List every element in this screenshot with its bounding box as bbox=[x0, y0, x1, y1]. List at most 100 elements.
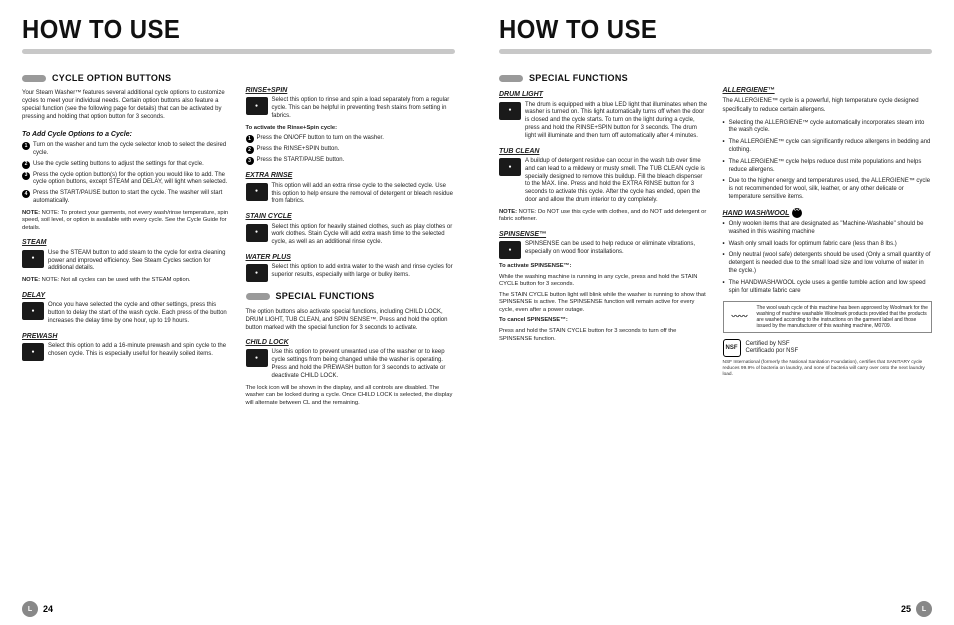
hand-b2: Wash only small loads for optimum fabric… bbox=[723, 241, 933, 249]
wool-icon bbox=[792, 208, 802, 218]
woolmark-cert: 〰〰 The wool wash cycle of this machine h… bbox=[723, 301, 933, 333]
spin-row: SPINSENSE can be used to help reduce or … bbox=[499, 241, 709, 259]
left-col2: RINSE+SPIN Select this option to rinse a… bbox=[246, 64, 456, 410]
allerg-b1: Selecting the ALLERGIENE™ cycle automati… bbox=[723, 120, 933, 136]
step-3: 3Press the cycle option button(s) for th… bbox=[22, 172, 232, 188]
step-1: 1Turn on the washer and turn the cycle s… bbox=[22, 142, 232, 158]
nsf-text: Certified by NSF Certificado por NSF bbox=[746, 341, 799, 355]
child-text2: The lock icon will be shown in the displ… bbox=[246, 385, 456, 408]
child-button-icon bbox=[246, 349, 268, 367]
rinse-text: Select this option to rinse and spin a l… bbox=[272, 97, 456, 120]
feature-rinse: RINSE+SPIN bbox=[246, 86, 456, 95]
drum-button-icon bbox=[499, 102, 521, 120]
step-4: 4Press the START/PAUSE button to start t… bbox=[22, 190, 232, 206]
spin-cancel: To cancel SPINSENSE™: bbox=[499, 317, 709, 325]
water-text: Select this option to add extra water to… bbox=[272, 264, 456, 280]
tub-row: A buildup of detergent residue can occur… bbox=[499, 158, 709, 205]
hand-b1: Only woolen items that are designated as… bbox=[723, 221, 933, 237]
rinse-button-icon bbox=[246, 97, 268, 115]
child-text: Use this option to prevent unwanted use … bbox=[272, 349, 456, 380]
extra-button-icon bbox=[246, 183, 268, 201]
spin-activate: To activate SPINSENSE™: bbox=[499, 263, 709, 271]
section-title-special-r: SPECIAL FUNCTIONS bbox=[529, 72, 628, 84]
note-protect: NOTE: NOTE: To protect your garments, no… bbox=[22, 210, 232, 233]
extra-text: This option will add an extra rinse cycl… bbox=[272, 183, 456, 206]
feature-delay: DELAY bbox=[22, 291, 232, 300]
page-footer-right: L 25 bbox=[901, 601, 932, 617]
prewash-button-icon bbox=[22, 343, 44, 361]
section-pill-icon bbox=[499, 75, 523, 82]
rinse-step-1: 1Press the ON/OFF button to turn on the … bbox=[246, 135, 456, 143]
stain-button-icon bbox=[246, 224, 268, 242]
rinse-row: Select this option to rinse and spin a l… bbox=[246, 97, 456, 120]
feature-stain: STAIN CYCLE bbox=[246, 212, 456, 221]
title-underline bbox=[22, 49, 455, 54]
section-header-cycle: CYCLE OPTION BUTTONS bbox=[22, 72, 232, 84]
allerg-b4: Due to the higher energy and temperature… bbox=[723, 178, 933, 201]
hand-b3: Only neutral (wool safe) detergents shou… bbox=[723, 252, 933, 275]
stain-row: Select this option for heavily stained c… bbox=[246, 224, 456, 247]
delay-button-icon bbox=[22, 302, 44, 320]
section-pill-icon bbox=[22, 75, 46, 82]
feature-prewash: PREWASH bbox=[22, 332, 232, 341]
rinse-step-3: 3Press the START/PAUSE button. bbox=[246, 157, 456, 165]
section-title: CYCLE OPTION BUTTONS bbox=[52, 72, 171, 84]
special-intro-l: The option buttons also activate special… bbox=[246, 308, 456, 332]
tub-text: A buildup of detergent residue can occur… bbox=[525, 158, 709, 205]
woolmark-text: The wool wash cycle of this machine has … bbox=[757, 305, 929, 329]
drum-text: The drum is equipped with a blue LED lig… bbox=[525, 102, 709, 141]
allerg-b3: The ALLERGIENE™ cycle helps reduce dust … bbox=[723, 159, 933, 175]
subhead-add-options: To Add Cycle Options to a Cycle: bbox=[22, 130, 232, 139]
allerg-b2: The ALLERGIENE™ cycle can significantly … bbox=[723, 139, 933, 155]
title-underline bbox=[499, 49, 932, 54]
manual-page-right: HOW TO USE SPECIAL FUNCTIONS DRUM LIGHT … bbox=[477, 0, 954, 625]
feature-tub: TUB CLEAN bbox=[499, 147, 709, 156]
feature-drum: DRUM LIGHT bbox=[499, 90, 709, 99]
spin-button-icon bbox=[499, 241, 521, 259]
feature-extra-rinse: EXTRA RINSE bbox=[246, 171, 456, 180]
feature-allergiene: ALLERGIENE™ bbox=[723, 86, 933, 95]
spin-text: SPINSENSE can be used to help reduce or … bbox=[525, 241, 709, 257]
section-header-special-r: SPECIAL FUNCTIONS bbox=[499, 72, 709, 84]
steam-note: NOTE: NOTE: Not all cycles can be used w… bbox=[22, 277, 232, 285]
prewash-text: Select this option to add a 16-minute pr… bbox=[48, 343, 232, 359]
steam-text: Use the STEAM button to add steam to the… bbox=[48, 250, 232, 273]
rinse-activate: To activate the Rinse+Spin cycle: bbox=[246, 125, 456, 133]
spin-t4: Press and hold the STAIN CYCLE button fo… bbox=[499, 328, 709, 343]
tub-note: NOTE: NOTE: Do NOT use this cycle with c… bbox=[499, 209, 709, 224]
extra-row: This option will add an extra rinse cycl… bbox=[246, 183, 456, 206]
steps-list: 1Turn on the washer and turn the cycle s… bbox=[22, 142, 232, 206]
water-row: Select this option to add extra water to… bbox=[246, 264, 456, 282]
woolmark-icon: 〰〰 bbox=[727, 305, 753, 327]
section-title-special-l: SPECIAL FUNCTIONS bbox=[276, 290, 375, 302]
nsf-row: NSF Certified by NSF Certificado por NSF bbox=[723, 339, 933, 357]
hand-bullets: Only woolen items that are designated as… bbox=[723, 221, 933, 295]
hand-b4: The HANDWASH/WOOL cycle uses a gentle tu… bbox=[723, 280, 933, 296]
columns-right: SPECIAL FUNCTIONS DRUM LIGHT The drum is… bbox=[499, 64, 932, 378]
stain-text: Select this option for heavily stained c… bbox=[272, 224, 456, 247]
tub-button-icon bbox=[499, 158, 521, 176]
drum-row: The drum is equipped with a blue LED lig… bbox=[499, 102, 709, 141]
feature-spinsense: SPINSENSE™ bbox=[499, 230, 709, 239]
allerg-intro: The ALLERGIENE™ cycle is a powerful, hig… bbox=[723, 97, 933, 113]
nsf-badge-icon: NSF bbox=[723, 339, 741, 357]
steam-row: Use the STEAM button to add steam to the… bbox=[22, 250, 232, 273]
left-col1: CYCLE OPTION BUTTONS Your Steam Washer™ … bbox=[22, 64, 232, 410]
lg-logo-icon: L bbox=[916, 601, 932, 617]
spin-t2: While the washing machine is running in … bbox=[499, 274, 709, 289]
lg-logo-icon: L bbox=[22, 601, 38, 617]
columns-left: CYCLE OPTION BUTTONS Your Steam Washer™ … bbox=[22, 64, 455, 410]
section-header-special-l: SPECIAL FUNCTIONS bbox=[246, 290, 456, 302]
step-2: 2Use the cycle setting buttons to adjust… bbox=[22, 161, 232, 169]
page-number-left: 24 bbox=[43, 604, 53, 614]
delay-text: Once you have selected the cycle and oth… bbox=[48, 302, 232, 325]
allerg-bullets: Selecting the ALLERGIENE™ cycle automati… bbox=[723, 120, 933, 202]
feature-child-lock: CHILD LOCK bbox=[246, 338, 456, 347]
rinse-step-2: 2Press the RINSE+SPIN button. bbox=[246, 146, 456, 154]
water-button-icon bbox=[246, 264, 268, 282]
spin-t3: The STAIN CYCLE button light will blink … bbox=[499, 292, 709, 315]
intro-text: Your Steam Washer™ features several addi… bbox=[22, 89, 232, 121]
child-row: Use this option to prevent unwanted use … bbox=[246, 349, 456, 380]
feature-handwash: HAND WASH/WOOL bbox=[723, 208, 933, 218]
page-footer-left: L 24 bbox=[22, 601, 53, 617]
